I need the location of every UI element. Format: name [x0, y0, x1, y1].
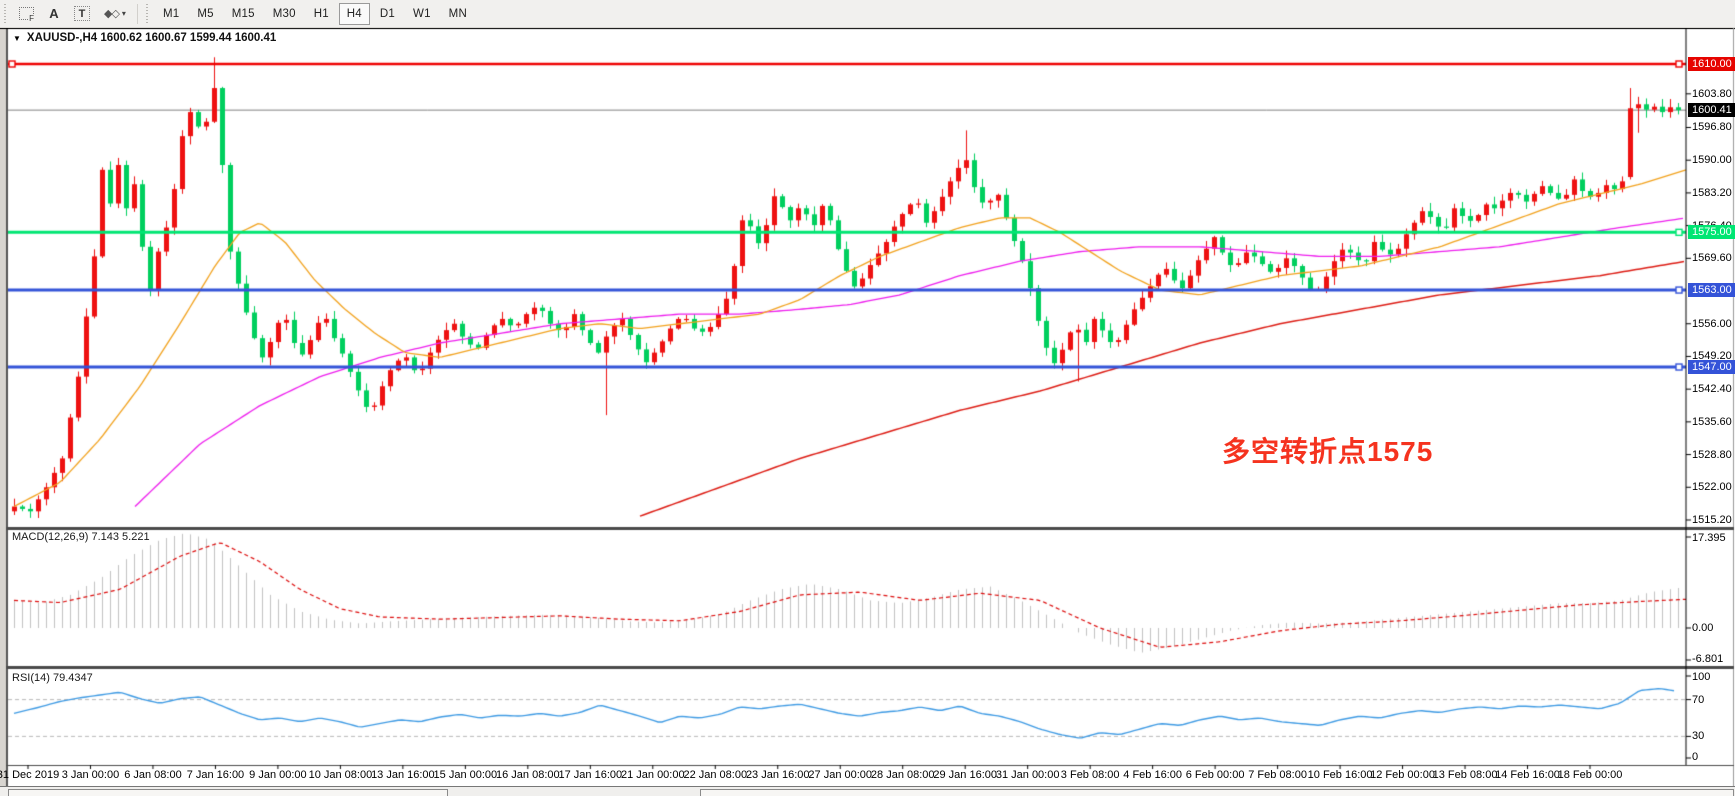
- crosshair-grid-icon: [19, 7, 34, 23]
- date-axis-tick: 18 Feb 00:00: [1557, 769, 1623, 781]
- price-axis-tick: 1528.80: [1692, 448, 1732, 461]
- resistance-price-badge: 1610.00: [1688, 57, 1735, 71]
- main-toolbar: AT ◆◇▾ M1 M5 M15 M30 H1 H4 D1 W1 MN: [0, 0, 1735, 28]
- date-axis-tick: 28 Jan 08:00: [870, 769, 935, 781]
- toolbar-grip[interactable]: [3, 3, 9, 24]
- timeframe-m30-button[interactable]: M30: [272, 7, 296, 20]
- green-level-badge: 1575.00: [1688, 225, 1735, 240]
- date-axis-tick: 27 Jan 00:00: [808, 769, 873, 781]
- date-axis-tick: 31 Dec 2019: [0, 769, 60, 781]
- text-label-icon: A: [49, 6, 59, 21]
- blue-level-2-badge: 1547.00: [1688, 360, 1735, 375]
- chart-annotation-text: 多空转折点1575: [1222, 436, 1434, 467]
- timeframe-m1-button[interactable]: M1: [162, 7, 180, 20]
- date-axis-tick: 9 Jan 00:00: [249, 769, 307, 781]
- date-axis-tick: 3 Jan 00:00: [61, 769, 120, 781]
- timeframe-d1-button[interactable]: D1: [379, 7, 396, 20]
- timeframe-h1-button[interactable]: H1: [313, 7, 329, 20]
- timeframe-m5-button[interactable]: M5: [197, 7, 214, 20]
- date-axis-tick: 29 Jan 16:00: [933, 769, 997, 781]
- rsi-axis-tick: 0: [1692, 751, 1699, 763]
- date-axis-tick: 7 Jan 16:00: [186, 769, 245, 781]
- date-axis-tick: 16 Jan 08:00: [496, 769, 560, 781]
- price-axis-tick: 1522.00: [1692, 481, 1732, 494]
- chart-canvas[interactable]: [0, 28, 1735, 786]
- timeframe-mn-button[interactable]: MN: [448, 7, 467, 20]
- date-axis-tick: 14 Feb 16:00: [1495, 769, 1560, 781]
- date-axis-tick: 4 Feb 16:00: [1123, 769, 1182, 781]
- date-axis-tick: 23 Jan 16:00: [745, 769, 810, 781]
- price-axis-tick: 1542.40: [1692, 383, 1732, 396]
- text-box-button[interactable]: T: [68, 3, 96, 25]
- text-box-icon: T: [74, 6, 90, 21]
- shapes-icon: ◆◇: [104, 8, 120, 20]
- chart-title: ▼ XAUUSD-,H4 1600.62 1600.67 1599.44 160…: [13, 32, 276, 44]
- price-axis-tick: 1590.00: [1692, 154, 1732, 167]
- price-axis-tick: 1583.20: [1692, 186, 1732, 199]
- timeframe-h4-button[interactable]: H4: [338, 2, 370, 25]
- chart-tab-1[interactable]: [8, 789, 448, 796]
- shapes-button[interactable]: ◆◇ ▾: [98, 3, 132, 25]
- price-axis-tick: 1596.80: [1692, 121, 1732, 134]
- symbol-ohlc-text: XAUUSD-,H4 1600.62 1600.67 1599.44 1600.…: [26, 32, 277, 44]
- chart-window: ▼ XAUUSD-,H4 1600.62 1600.67 1599.44 160…: [0, 28, 1735, 786]
- macd-axis-tick: 17.395: [1692, 532, 1726, 544]
- price-axis-tick: 1556.00: [1692, 317, 1732, 330]
- date-axis-tick: 21 Jan 00:00: [620, 769, 685, 781]
- timeframe-m15-button[interactable]: M15: [231, 7, 255, 20]
- macd-axis-tick: 0.00: [1692, 622, 1714, 634]
- price-axis-tick: 1515.20: [1692, 513, 1732, 526]
- date-axis-tick: 12 Feb 00:00: [1370, 769, 1435, 781]
- date-axis-tick: 13 Jan 16:00: [371, 769, 435, 781]
- blue-level-1-badge: 1563.00: [1688, 283, 1735, 298]
- crosshair-grid-button[interactable]: [13, 3, 40, 25]
- chart-tab-bar: [0, 786, 1735, 796]
- date-axis-tick: 10 Jan 08:00: [308, 769, 373, 781]
- date-axis-tick: 6 Jan 08:00: [124, 769, 182, 781]
- symbol-dropdown-icon[interactable]: ▼: [13, 33, 21, 43]
- date-axis-tick: 6 Feb 00:00: [1185, 769, 1245, 781]
- rsi-axis-tick: 30: [1692, 730, 1705, 743]
- toolbar-grip-2[interactable]: [144, 3, 151, 24]
- rsi-indicator-label: RSI(14) 79.4347: [12, 672, 93, 684]
- timeframes-group: M1 M5 M15 M30 H1 H4 D1 W1 MN: [154, 2, 476, 25]
- date-axis-tick: 10 Feb 16:00: [1307, 769, 1373, 781]
- rsi-axis-tick: 100: [1692, 671, 1711, 683]
- date-axis-tick: 13 Feb 08:00: [1432, 769, 1498, 781]
- price-axis-tick: 1569.60: [1692, 252, 1732, 265]
- price-axis-tick: 1549.20: [1692, 350, 1732, 363]
- dropdown-caret-icon[interactable]: ▾: [121, 9, 126, 18]
- price-axis-tick: 1603.80: [1692, 87, 1732, 100]
- drawing-tools-group: AT ◆◇▾: [12, 3, 133, 25]
- date-axis-tick: 31 Jan 00:00: [995, 769, 1060, 781]
- date-axis-tick: 15 Jan 00:00: [433, 769, 498, 781]
- macd-indicator-label: MACD(12,26,9) 7.143 5.221: [12, 531, 150, 543]
- timeframe-w1-button[interactable]: W1: [413, 7, 431, 20]
- date-axis-tick: 22 Jan 08:00: [683, 769, 748, 781]
- macd-axis-tick: -6.801: [1692, 653, 1724, 665]
- price-axis-tick: 1535.60: [1692, 415, 1732, 428]
- rsi-axis-tick: 70: [1692, 693, 1705, 706]
- date-axis-tick: 17 Jan 16:00: [558, 769, 623, 781]
- chart-tab-2[interactable]: [700, 789, 1734, 796]
- text-label-button[interactable]: A: [42, 3, 66, 25]
- toolbar-separator: [136, 3, 138, 24]
- current-price-badge: 1600.41: [1688, 103, 1735, 118]
- date-axis-tick: 3 Feb 08:00: [1060, 769, 1120, 781]
- date-axis-tick: 7 Feb 08:00: [1248, 769, 1307, 781]
